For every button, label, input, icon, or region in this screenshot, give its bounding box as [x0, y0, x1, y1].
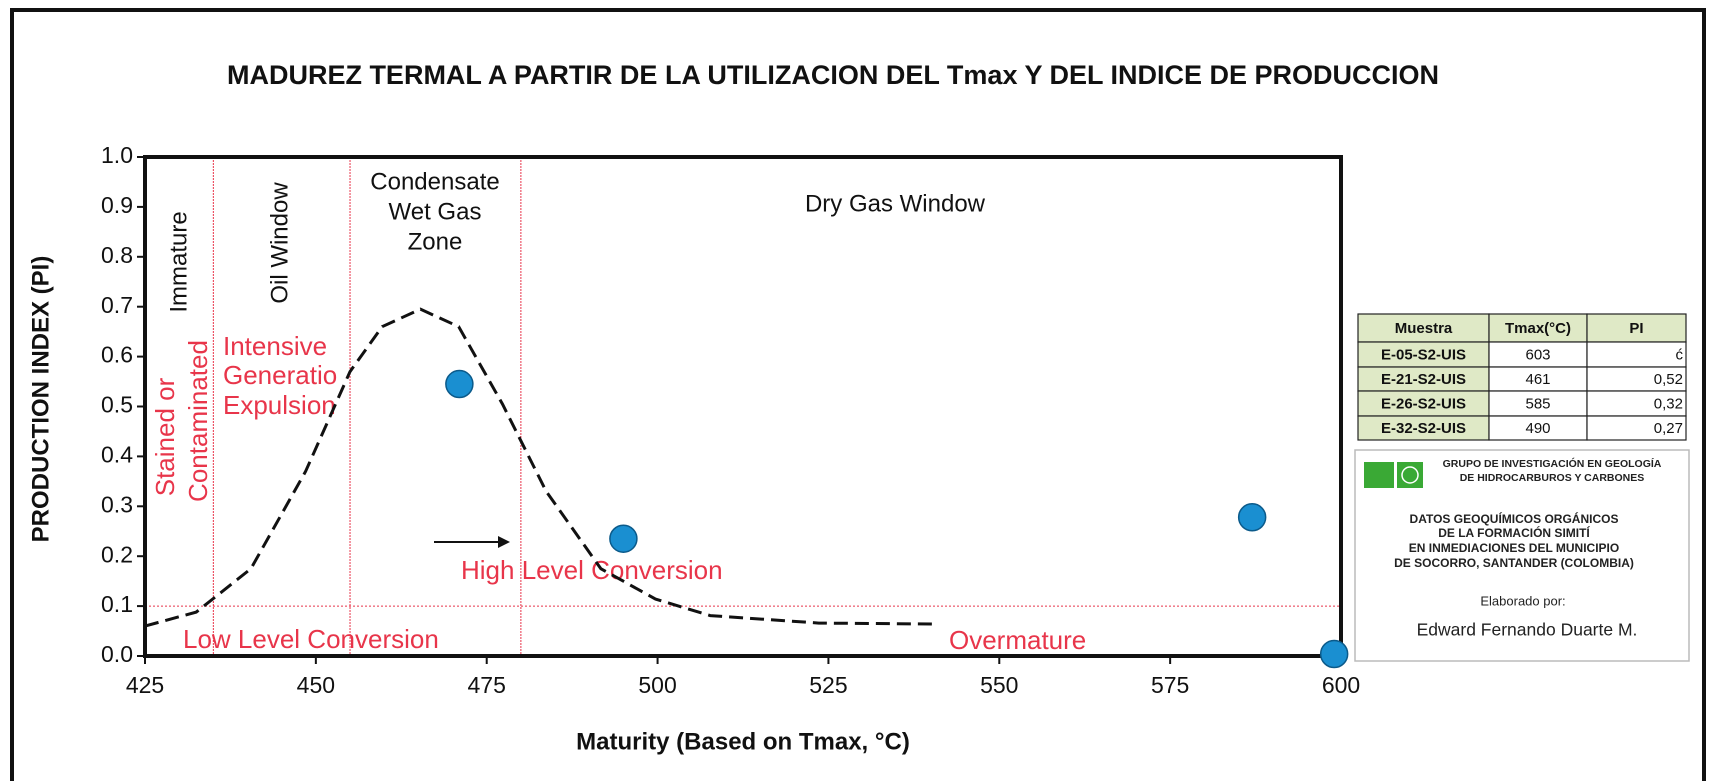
description: DE LA FORMACIÓN SIMITÍ — [1438, 525, 1590, 540]
table-text: PI — [1629, 320, 1643, 337]
y-tick-label: 1.0 — [101, 142, 133, 168]
plot-frame — [143, 155, 1343, 658]
sample-point — [445, 369, 474, 399]
y-tick-label: 0.8 — [101, 242, 133, 268]
outer-border — [10, 8, 1706, 781]
group-name: DE HIDROCARBUROS Y CARBONES — [1460, 472, 1645, 484]
arrow-head — [498, 536, 510, 548]
credit: Elaborado por: — [1480, 593, 1565, 608]
annotation: Generatio — [223, 360, 337, 390]
y-tick-label: 0.4 — [101, 441, 133, 467]
table-cell — [1586, 415, 1687, 441]
table-text: E-21-S2-UIS — [1381, 371, 1466, 388]
x-tick-label: 550 — [980, 672, 1018, 698]
table-text: Muestra — [1395, 320, 1453, 337]
table-text: 603 — [1525, 346, 1550, 363]
y-tick-label: 0.7 — [101, 292, 133, 318]
maturity-curve — [144, 307, 937, 628]
table-text: 490 — [1525, 420, 1550, 437]
sample-point — [1237, 503, 1267, 532]
table-text: 461 — [1525, 371, 1550, 388]
table-cell — [1586, 313, 1687, 343]
x-tick-label: 600 — [1322, 672, 1360, 698]
table-text: 585 — [1525, 395, 1550, 412]
description: EN INMEDIACIONES DEL MUNICIPIO — [1409, 541, 1619, 555]
y-axis-label: PRODUCTION INDEX (PI) — [27, 256, 54, 543]
sample-table: Muestra Tmax(°C) PI E-05-S2-UIS 603 ć E-21-S2-… — [1357, 313, 1687, 441]
annotation: Zone — [408, 228, 463, 255]
annotation: Low Level Conversion — [183, 624, 439, 654]
annotation: Overmature — [949, 625, 1086, 655]
x-tick-label: 575 — [1151, 672, 1189, 698]
chart-title: MADUREZ TERMAL A PARTIR DE LA UTILIZACIO… — [227, 60, 1439, 90]
annotation: Expulsion — [223, 390, 336, 420]
table-text: E-32-S2-UIS — [1381, 420, 1466, 437]
y-tick-label: 0.3 — [101, 491, 133, 517]
x-tick-label: 525 — [809, 672, 847, 698]
annotation: Wet Gas — [389, 198, 482, 225]
table-text: Tmax(°C) — [1505, 320, 1571, 337]
sample-point — [1319, 639, 1349, 669]
y-tick-label: 0.9 — [101, 192, 133, 218]
description: DATOS GEOQUÍMICOS ORGÁNICOS — [1410, 511, 1619, 526]
logo — [1364, 462, 1394, 488]
logo — [1397, 462, 1423, 488]
y-tick-label: 0.2 — [101, 541, 133, 567]
author: Edward Fernando Duarte M. — [1417, 620, 1638, 640]
table-cell — [1488, 313, 1588, 343]
table-text: 0,27 — [1654, 420, 1683, 437]
y-tick-label: 0.6 — [101, 342, 133, 368]
table-cell — [1586, 390, 1687, 417]
annotation: Contaminated — [183, 340, 213, 502]
annotation: High Level Conversion — [461, 555, 723, 585]
table-text: 0,32 — [1654, 395, 1683, 412]
annotation: Condensate — [370, 168, 499, 195]
sample-point — [609, 524, 638, 553]
annotation: Oil Window — [266, 182, 293, 304]
annotation: Dry Gas Window — [805, 190, 986, 217]
table-cell — [1586, 341, 1687, 368]
annotation: Intensive — [223, 331, 327, 361]
x-tick-label: 475 — [468, 672, 506, 698]
description: DE SOCORRO, SANTANDER (COLOMBIA) — [1394, 556, 1634, 570]
x-axis-label: Maturity (Based on Tmax, °C) — [576, 728, 910, 755]
table-text: E-05-S2-UIS — [1381, 346, 1466, 363]
table-cell — [1357, 415, 1490, 441]
table-cell — [1488, 366, 1588, 392]
table-cell — [1357, 366, 1490, 392]
x-tick-label: 500 — [638, 672, 676, 698]
table-text: E-26-S2-UIS — [1381, 395, 1466, 412]
y-tick-label: 0.1 — [101, 591, 133, 617]
table-cell — [1357, 341, 1490, 368]
annotation: Immature — [165, 211, 192, 312]
table-text: ć — [1676, 346, 1684, 363]
x-tick-label: 450 — [297, 672, 335, 698]
table-text: 0,52 — [1654, 371, 1683, 388]
group-name: GRUPO DE INVESTIGACIÓN EN GEOLOGÍA — [1443, 457, 1662, 470]
annotation: Stained or — [150, 377, 180, 496]
x-tick-label: 425 — [126, 672, 164, 698]
y-tick-label: 0.0 — [101, 641, 133, 667]
logo — [1401, 466, 1419, 484]
y-tick-label: 0.5 — [101, 392, 133, 418]
